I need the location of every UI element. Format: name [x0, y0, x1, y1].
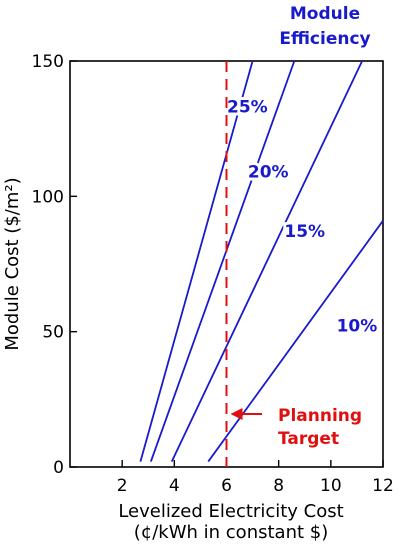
series-line-10pct — [207, 220, 384, 463]
planning-target-arrowhead — [230, 408, 243, 420]
series-line-25pct — [139, 60, 254, 462]
planning-target — [225, 61, 262, 467]
x-tick-label: 10 — [320, 476, 342, 496]
legend-title-line2: Efficiency — [279, 29, 370, 49]
legend-title-line1: Module — [290, 4, 360, 24]
y-tick-label: 0 — [53, 458, 64, 478]
axes: 2 4 6 8 10 12 0 50 100 150 — [32, 52, 394, 496]
x-axis-title: Levelized Electricity Cost — [118, 501, 343, 522]
series-group: 25% 20% 15% 10% — [139, 60, 384, 463]
y-axis-title: Module Cost ($/m²) — [2, 177, 23, 350]
target-label-line1: Planning — [278, 406, 362, 426]
y-tick-label: 150 — [32, 52, 64, 72]
series-label-25pct: 25% — [227, 97, 268, 117]
x-tick-label: 2 — [117, 476, 128, 496]
y-tick-label: 50 — [42, 323, 64, 343]
series-label-20pct: 20% — [248, 162, 289, 182]
series-label-15pct: 15% — [284, 222, 325, 242]
series-line-15pct — [170, 60, 363, 462]
x-tick-label: 6 — [221, 476, 232, 496]
series-label-10pct: 10% — [337, 317, 378, 337]
y-tick-label: 100 — [32, 187, 64, 207]
x-tick-label: 8 — [273, 476, 284, 496]
x-axis-subtitle: (¢/kWh in constant $) — [134, 522, 328, 543]
x-tick-label: 4 — [169, 476, 180, 496]
series-line-20pct — [150, 60, 296, 462]
target-label-line2: Target — [278, 429, 339, 449]
x-tick-label: 12 — [372, 476, 394, 496]
